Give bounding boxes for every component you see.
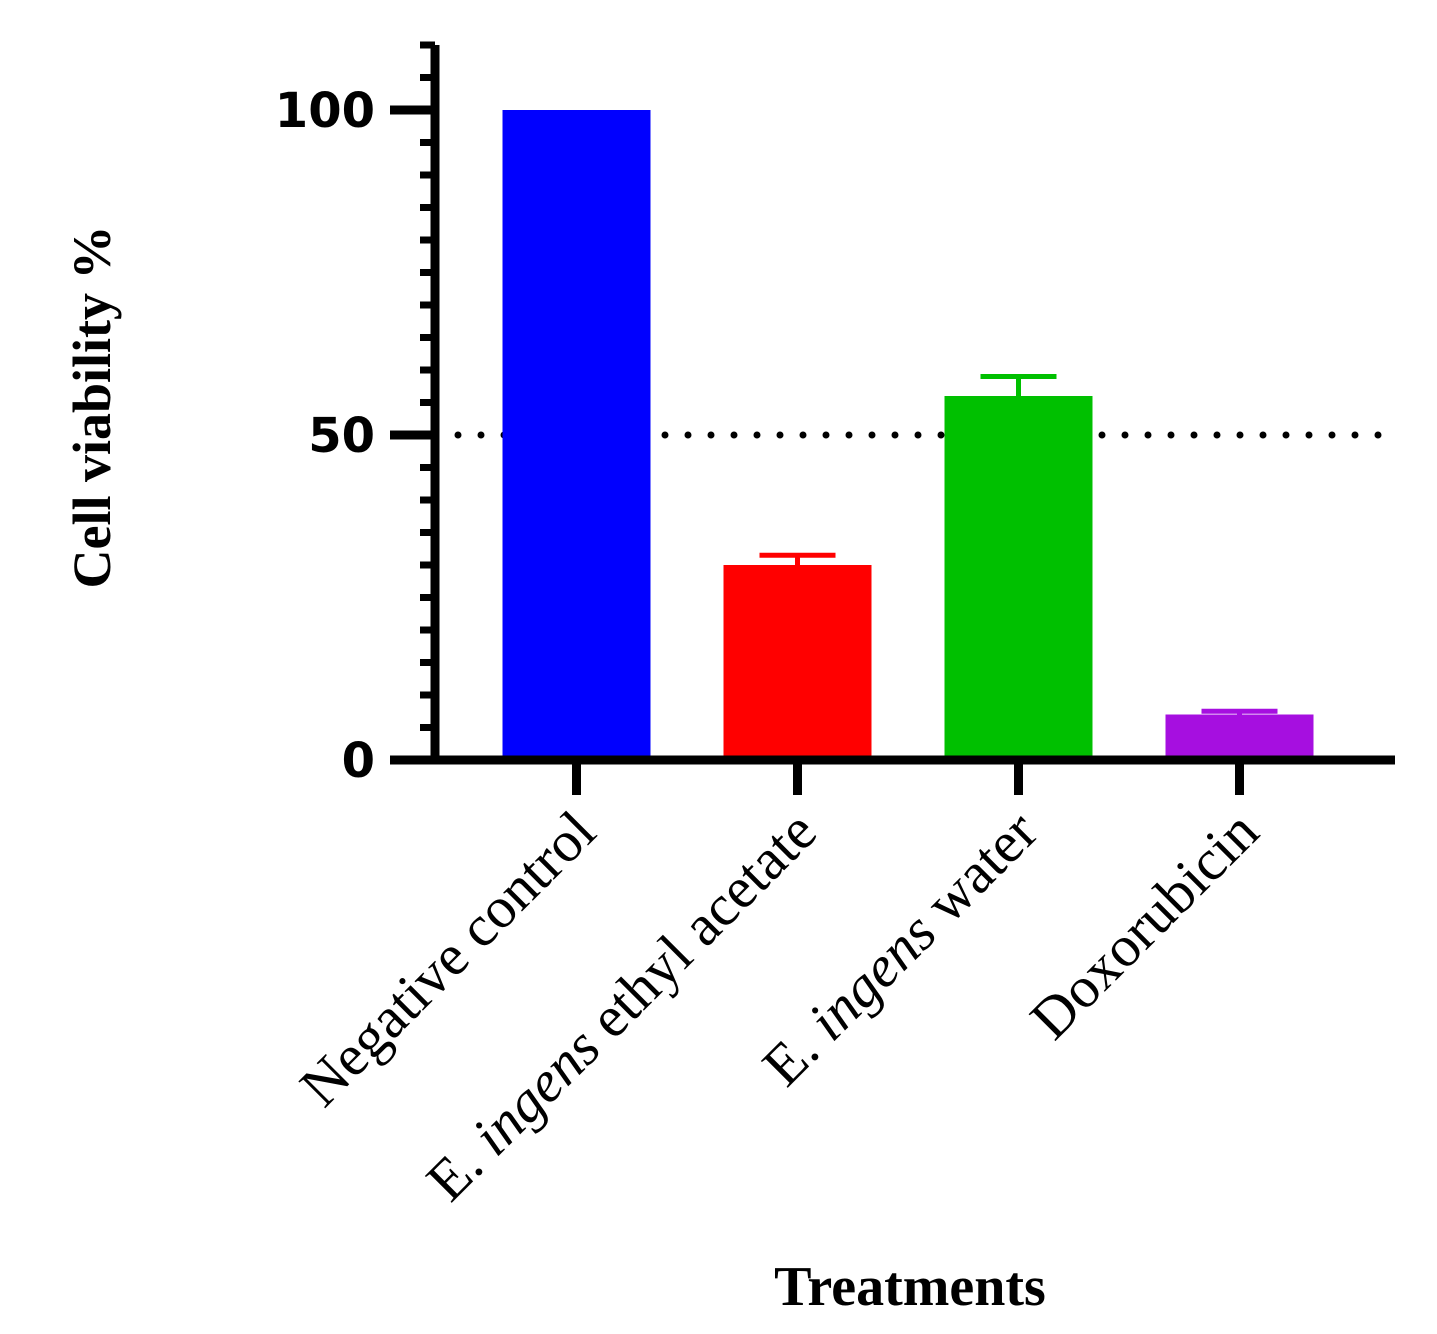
axes-group	[390, 41, 1395, 795]
y-tick-label-100: 100	[275, 83, 375, 139]
bar-3	[944, 396, 1093, 760]
bars-group	[502, 110, 1314, 760]
y-tick-label-50: 50	[308, 408, 375, 464]
x-axis-title: Treatments	[774, 1256, 1046, 1318]
x-tick-label-4: Doxorubicin	[1017, 798, 1270, 1051]
x-tick-label-2: E. ingens ethyl acetate	[414, 798, 829, 1213]
bar-1	[502, 110, 651, 760]
y-tick-label-0: 0	[342, 733, 375, 789]
bar-4	[1165, 714, 1314, 760]
bar-2	[723, 565, 872, 760]
y-axis-title: Cell viability %	[62, 226, 122, 589]
